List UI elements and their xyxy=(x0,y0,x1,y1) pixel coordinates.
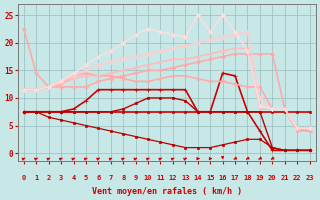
X-axis label: Vent moyen/en rafales ( km/h ): Vent moyen/en rafales ( km/h ) xyxy=(92,187,242,196)
